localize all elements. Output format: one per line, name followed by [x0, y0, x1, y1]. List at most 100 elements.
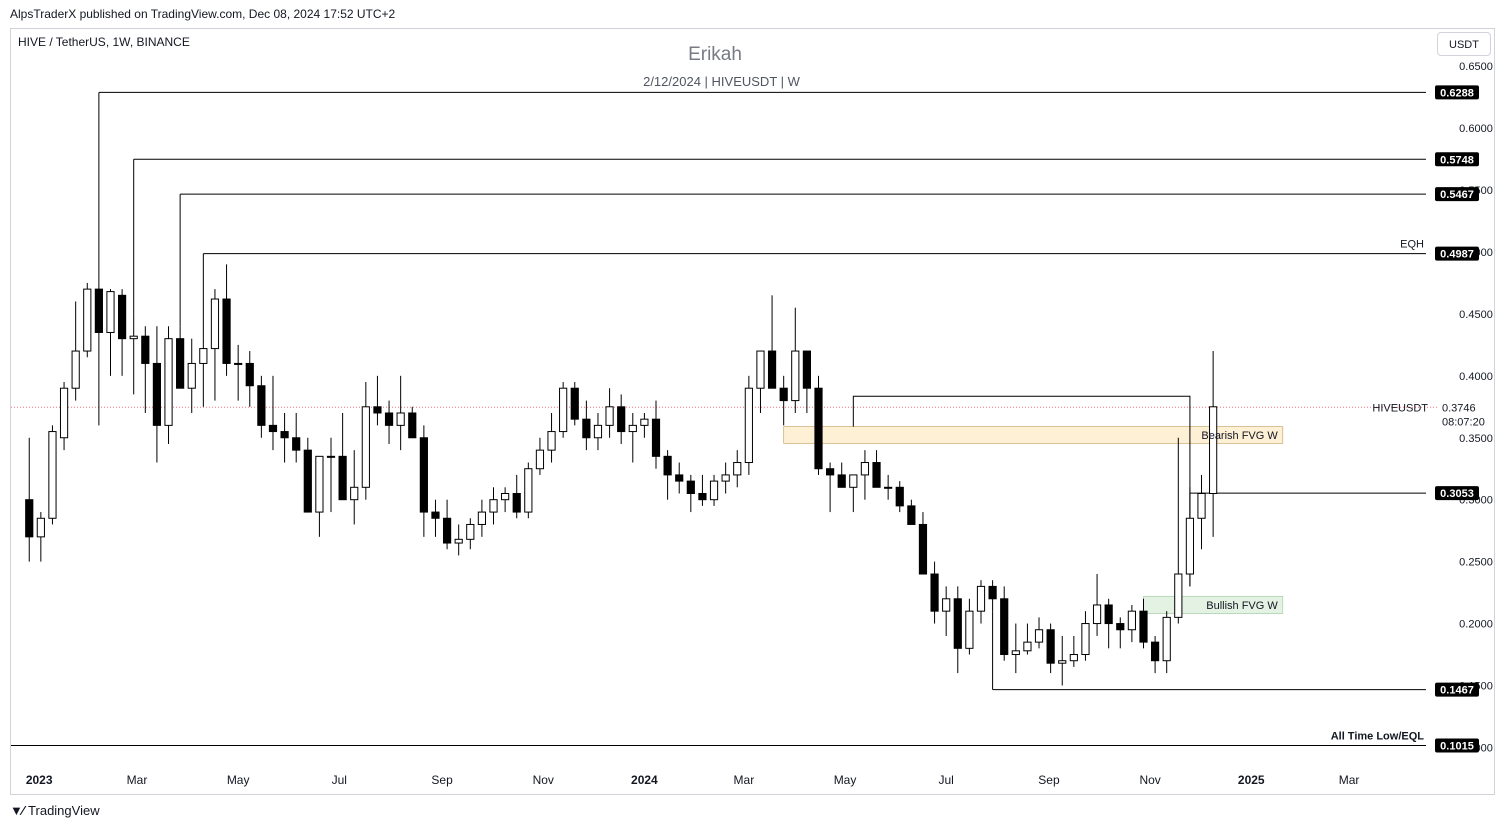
candle-body [1058, 660, 1067, 664]
candle-body [733, 462, 742, 476]
candle-body [454, 538, 463, 544]
candle-body [141, 335, 150, 364]
fvg-zones [783, 426, 1284, 614]
level-price-label: 0.1467 [1440, 685, 1474, 697]
x-tick-label: 2025 [1238, 773, 1265, 787]
candle-body [1023, 641, 1032, 652]
x-tick-label: Jul [939, 773, 954, 787]
candle-body [199, 348, 208, 364]
axes: 0.65000.60000.55000.50000.45000.40000.35… [26, 61, 1493, 787]
candle-body [117, 294, 127, 340]
candle-body [535, 449, 545, 470]
candle-body [1174, 573, 1183, 618]
y-tick-label: 0.4500 [1459, 309, 1493, 321]
candle-body [965, 610, 974, 649]
candle-body [849, 474, 858, 488]
candle-body [559, 387, 568, 433]
level-price-label: 0.6288 [1440, 87, 1474, 99]
level-price-tag [1435, 486, 1479, 501]
candle-body [1162, 616, 1171, 662]
level-price-label: 0.3053 [1440, 488, 1474, 500]
candle-body [48, 431, 57, 519]
candle-body [1069, 654, 1078, 662]
bullish-fvg-label: Bullish FVG W [1206, 600, 1278, 612]
candle-body [396, 412, 405, 426]
level-price-tag [1435, 246, 1479, 261]
y-tick-label: 0.3500 [1459, 433, 1493, 445]
candle-body [512, 492, 521, 513]
x-tick-label: Nov [533, 773, 554, 787]
candle-body [767, 350, 777, 389]
candle-body [1092, 604, 1102, 625]
candle-body [36, 517, 45, 538]
y-tick-label: 0.2000 [1459, 619, 1493, 631]
candle-body [303, 449, 312, 513]
candle-body [1139, 610, 1148, 643]
candle-body [25, 499, 34, 538]
candle-body [709, 480, 719, 501]
publisher-line: AlpsTraderX published on TradingView.com… [10, 7, 396, 21]
x-tick-label: 2024 [631, 773, 658, 787]
level-price-label: 0.5748 [1440, 154, 1474, 166]
level-price-tag [1435, 682, 1479, 697]
bearish-fvg-label: Bearish FVG W [1201, 430, 1278, 442]
candle-body [663, 455, 672, 476]
annotation-labels: Bearish FVG W Bullish FVG W 0.6288 0.5748 0.… [1201, 85, 1485, 753]
level-price-label: 0.1015 [1440, 741, 1474, 753]
candle-body [489, 499, 498, 513]
candle-body [234, 362, 243, 365]
x-tick-label: Mar [127, 773, 148, 787]
candle-body [419, 437, 428, 513]
y-tick-label: 0.4000 [1459, 371, 1493, 383]
candle-body [872, 462, 881, 488]
candle-body [582, 418, 591, 439]
x-tick-label: Jul [332, 773, 347, 787]
candle-body [860, 462, 870, 476]
candles [25, 264, 1218, 686]
x-tick-label: Sep [431, 773, 453, 787]
y-tick-label: 0.6500 [1459, 61, 1493, 73]
candle-body [628, 424, 637, 433]
candle-body [640, 418, 649, 426]
candle-body [129, 335, 138, 340]
level-price-tag [1435, 738, 1479, 753]
level-price-tag [1435, 152, 1479, 167]
candle-body [802, 350, 811, 389]
footer-brand[interactable]: ▼⁄ TradingView [10, 803, 100, 818]
candle-body [675, 474, 684, 482]
candle-body [756, 350, 765, 389]
candle-body [106, 291, 115, 333]
candle-body [593, 424, 603, 439]
candle-body [907, 505, 916, 525]
candle-body [617, 406, 626, 433]
currency-button[interactable]: USDT [1437, 32, 1491, 56]
candle-body [280, 431, 289, 439]
candle-body [779, 387, 788, 402]
candle-body [605, 406, 614, 426]
y-tick-label: 0.2500 [1459, 557, 1493, 569]
x-tick-label: May [834, 773, 857, 787]
candle-body [1150, 641, 1160, 662]
candle-body [1000, 598, 1009, 656]
candle-body [152, 362, 162, 426]
candle-body [791, 350, 800, 402]
candle-body [210, 298, 220, 350]
candle-body [71, 350, 80, 389]
candle-body [1116, 623, 1125, 631]
level-price-tag [1435, 85, 1479, 100]
current-price-label: 0.3746 [1442, 402, 1476, 414]
candle-body [918, 523, 928, 575]
level-price-label: 0.5467 [1440, 189, 1474, 201]
candle-body [930, 573, 939, 612]
candle-body [83, 288, 92, 352]
candle-body [721, 474, 730, 482]
candle-body [744, 387, 753, 464]
candle-body [477, 511, 487, 525]
x-tick-label: 2023 [26, 773, 53, 787]
level-price-label: 0.4987 [1440, 249, 1474, 261]
candle-body [524, 468, 533, 513]
candle-body [257, 385, 266, 426]
candle-body [1209, 406, 1218, 494]
candle-body [651, 418, 661, 457]
